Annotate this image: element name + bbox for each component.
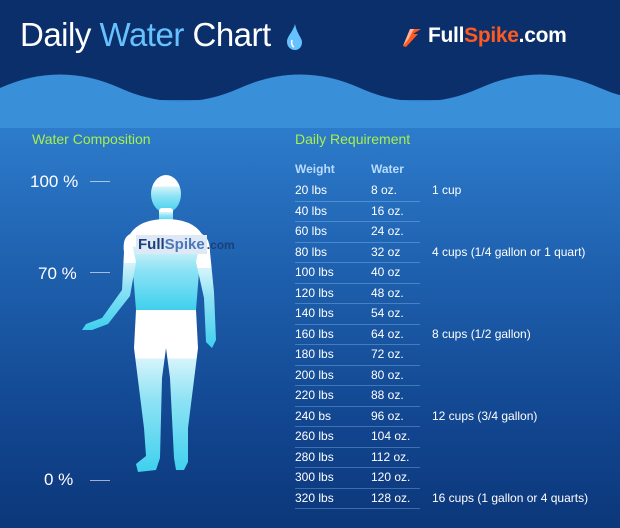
water-cell: 72 oz. xyxy=(371,347,404,361)
weight-cell: 40 lbs xyxy=(295,203,328,218)
table-row: 40 lbs 16 oz. xyxy=(295,201,420,222)
weight-cell: 300 lbs xyxy=(295,470,334,484)
table-row: 20 lbs 8 oz. xyxy=(295,180,420,202)
title-part-daily: Daily xyxy=(20,16,100,53)
title-part-chart: Chart xyxy=(183,16,271,53)
weight-cell: 260 lbs xyxy=(295,429,334,443)
water-cell: 24 oz. xyxy=(371,224,404,238)
water-drop-icon xyxy=(287,24,302,50)
wave-divider xyxy=(0,74,620,128)
table-row: 160 lbs 64 oz. xyxy=(295,324,420,345)
water-cell: 88 oz. xyxy=(371,388,404,402)
header-weight: Weight xyxy=(295,162,335,176)
table-row: 60 lbs 24 oz. xyxy=(295,221,420,243)
page-title: Daily Water Chart xyxy=(20,16,271,54)
weight-cell: 80 lbs xyxy=(295,244,328,259)
weight-cell: 220 lbs xyxy=(295,388,334,402)
water-cell: 8 oz. xyxy=(371,183,398,197)
cups-note: 4 cups (1/4 gallon or 1 quart) xyxy=(432,244,586,259)
water-composition-title: Water Composition xyxy=(32,131,151,147)
fullspike-watermark: FullSpike .com xyxy=(136,235,235,254)
weight-cell: 200 lbs xyxy=(295,367,334,382)
cups-note: 1 cup xyxy=(432,183,462,197)
weight-cell: 20 lbs xyxy=(295,183,328,197)
weight-cell: 180 lbs xyxy=(295,347,334,361)
table-row: 100 lbs 40 oz xyxy=(295,262,420,284)
table-row: 140 lbs 54 oz. xyxy=(295,303,420,325)
table-row: 200 lbs 80 oz. xyxy=(295,365,420,386)
pct-label-70: 70 % xyxy=(38,264,77,283)
weight-cell: 60 lbs xyxy=(295,224,328,238)
cups-note: 8 cups (1/2 gallon) xyxy=(432,326,531,341)
water-cell: 54 oz. xyxy=(371,306,404,320)
water-cell: 64 oz. xyxy=(371,326,404,341)
table-row: 320 lbs 128 oz. xyxy=(295,488,420,509)
weight-cell: 320 lbs xyxy=(295,490,334,505)
weight-cell: 140 lbs xyxy=(295,306,334,320)
pct-label-0: 0 % xyxy=(44,470,74,489)
brand-part-spike: Spike xyxy=(464,24,519,47)
table-row: 80 lbs 32 oz xyxy=(295,242,420,263)
daily-requirement-title: Daily Requirement xyxy=(295,131,411,147)
pct-tick-0 xyxy=(90,480,110,481)
human-body-figure xyxy=(82,175,216,472)
pct-tick-100 xyxy=(90,181,110,182)
cups-note: 16 cups (1 gallon or 4 quarts) xyxy=(432,490,589,505)
cups-note: 12 cups (3/4 gallon) xyxy=(432,408,538,423)
title-part-water: Water xyxy=(99,16,185,53)
pct-tick-70 xyxy=(90,272,110,273)
weight-cell: 120 lbs xyxy=(295,285,334,300)
header-water: Water xyxy=(371,162,404,176)
water-cell: 40 oz xyxy=(371,265,401,279)
water-cell: 120 oz. xyxy=(371,470,411,484)
brand-part-full: Full xyxy=(428,24,465,47)
weight-cell: 240 bs xyxy=(295,408,332,423)
water-cell: 128 oz. xyxy=(371,490,411,505)
water-cell: 96 oz. xyxy=(371,408,404,423)
water-cell: 104 oz. xyxy=(371,429,411,443)
watermark-part-domain: .com xyxy=(206,238,235,252)
fullspike-logo-icon xyxy=(403,29,421,47)
watermark-part-full: Full xyxy=(138,236,165,253)
pct-label-100: 100 % xyxy=(30,172,79,191)
table-row: 120 lbs 48 oz. xyxy=(295,283,420,304)
water-cell: 16 oz. xyxy=(371,203,404,218)
water-cell: 80 oz. xyxy=(371,367,404,382)
brand-text: FullSpike.com xyxy=(428,24,567,48)
water-cell: 112 oz. xyxy=(371,449,410,464)
table-row: 300 lbs 120 oz. xyxy=(295,467,420,489)
table-row: 280 lbs 112 oz. xyxy=(295,447,420,468)
table-row: 260 lbs 104 oz. xyxy=(295,426,420,448)
brand-part-domain: .com xyxy=(518,24,567,47)
table-row: 220 lbs 88 oz. xyxy=(295,385,420,407)
water-cell: 32 oz xyxy=(371,244,401,259)
weight-cell: 100 lbs xyxy=(295,265,334,279)
watermark-part-spike: Spike xyxy=(164,236,205,253)
table-row: 240 bs 96 oz. xyxy=(295,406,420,427)
weight-cell: 160 lbs xyxy=(295,326,334,341)
water-cell: 48 oz. xyxy=(371,285,404,300)
table-row: 180 lbs 72 oz. xyxy=(295,344,420,366)
weight-cell: 280 lbs xyxy=(295,449,334,464)
